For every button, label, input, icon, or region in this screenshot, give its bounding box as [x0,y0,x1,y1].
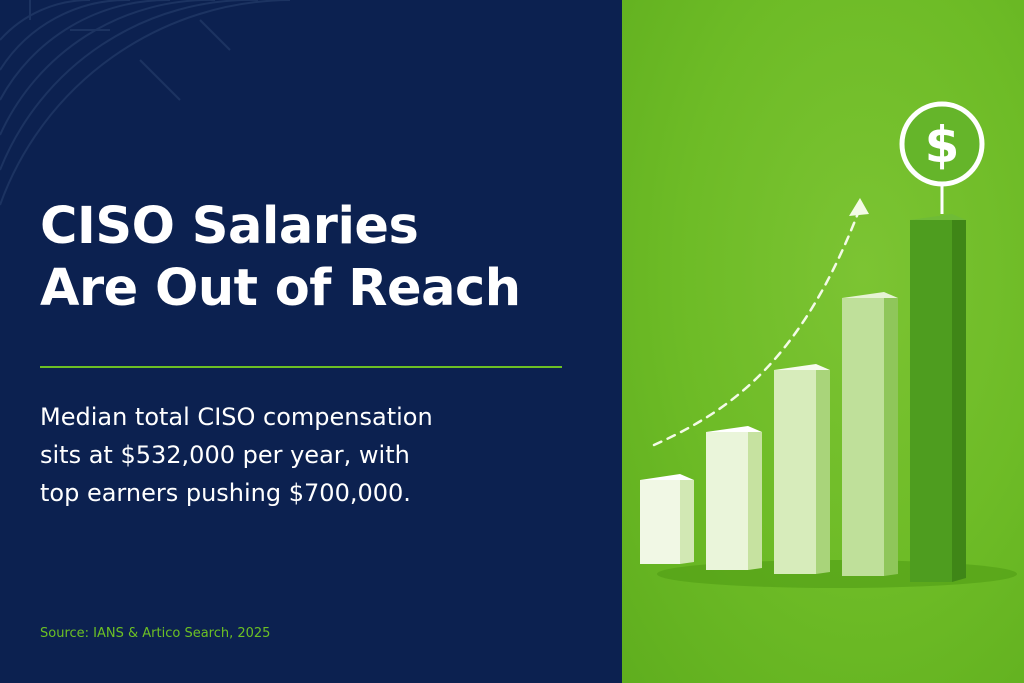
right-panel: $ [622,0,1024,683]
dollar-symbol: $ [925,116,960,174]
bar-5 [910,214,966,582]
bar-2 [706,426,762,570]
bar-3 [774,364,830,574]
body-text: Median total CISO compensation sits at $… [40,398,600,512]
source-citation: Source: IANS & Artico Search, 2025 [40,626,271,641]
divider [40,366,562,368]
decorative-arcs [0,0,291,206]
growth-arrow-head [849,198,869,216]
headline-line-2: Are Out of Reach [40,259,521,318]
dollar-icon [899,101,985,187]
bar-4 [842,292,898,576]
headline-line-1: CISO Salaries [40,197,419,256]
headline: CISO Salaries Are Out of Reach [40,196,615,320]
body-line-3: top earners pushing $700,000. [40,479,411,507]
growth-arrow-line [652,206,862,447]
body-line-2: sits at $532,000 per year, with [40,441,410,469]
dollar-badge: $ [899,101,985,187]
bar-1 [640,474,694,564]
bar-chart-illustration: $ [640,101,1017,588]
left-panel: CISO Salaries Are Out of Reach Median to… [0,0,622,683]
body-line-1: Median total CISO compensation [40,403,433,431]
